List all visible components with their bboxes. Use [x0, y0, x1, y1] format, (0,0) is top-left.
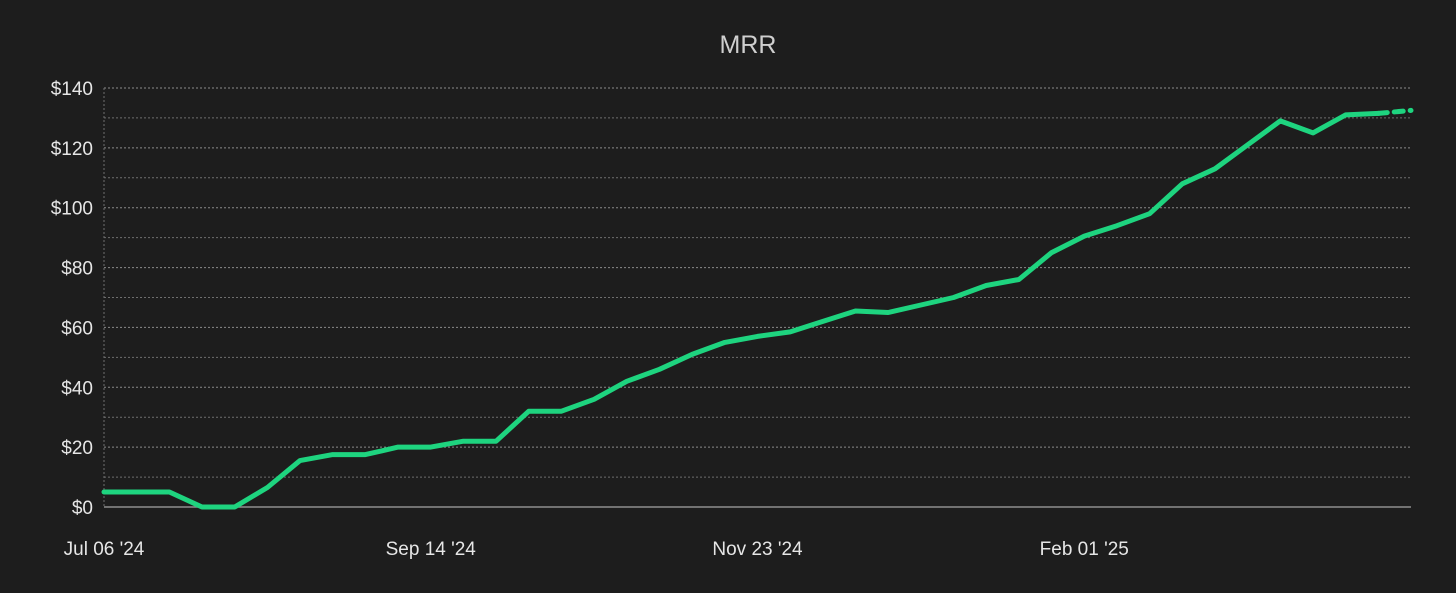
y-tick-label: $140 [51, 79, 93, 100]
y-tick-label: $0 [72, 498, 93, 519]
y-tick-label: $120 [51, 139, 93, 160]
series-line-actual [101, 110, 1381, 510]
y-axis-ticks: $0 $20 $40 $60 $80 $100 $120 $140 [51, 79, 93, 519]
chart-grid [103, 87, 1411, 507]
y-tick-label: $80 [61, 259, 93, 280]
x-tick-label: Nov 23 '24 [712, 539, 803, 560]
y-tick-label: $20 [61, 438, 93, 459]
chart-series [101, 107, 1414, 510]
y-tick-label: $60 [61, 318, 93, 339]
y-tick-label: $40 [61, 378, 93, 399]
chart-title: MRR [720, 31, 777, 59]
x-tick-label: Jul 06 '24 [64, 539, 145, 560]
x-tick-label: Feb 01 '25 [1040, 539, 1129, 560]
series-line-projected [1375, 107, 1414, 116]
x-axis-ticks: Jul 06 '24 Sep 14 '24 Nov 23 '24 Feb 01 '25 [64, 539, 1129, 560]
y-tick-label: $100 [51, 199, 93, 220]
x-tick-label: Sep 14 '24 [386, 539, 477, 560]
